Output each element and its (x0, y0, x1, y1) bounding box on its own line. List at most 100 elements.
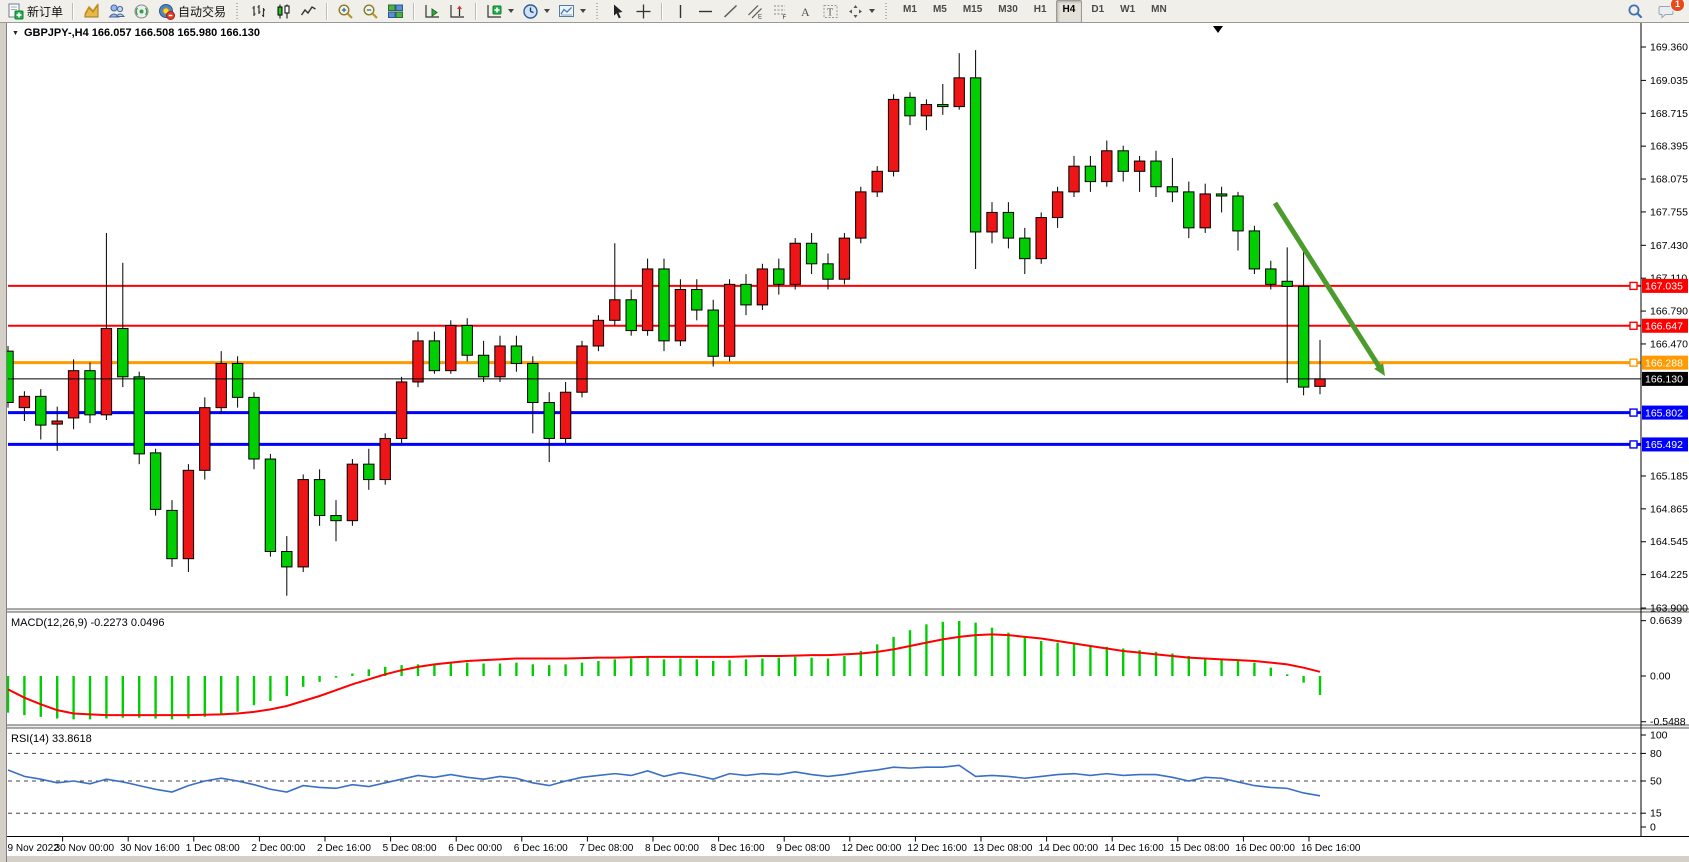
signals-button[interactable] (129, 0, 154, 22)
chart-area[interactable]: 169.360 169.035 168.715 168.395 168.075 167.7… (0, 23, 1689, 862)
svg-text:15 Dec 08:00: 15 Dec 08:00 (1170, 843, 1230, 854)
indicators-button[interactable] (482, 0, 518, 22)
svg-text:9 Dec 08:00: 9 Dec 08:00 (776, 843, 830, 854)
toolbar-grip (885, 3, 890, 19)
chart-shift-icon (450, 4, 465, 18)
svg-text:A: A (801, 5, 810, 19)
timeframe-d1[interactable]: D1 (1091, 3, 1105, 15)
timeframe-m30[interactable]: M30 (998, 3, 1018, 15)
timeframe-m5[interactable]: M5 (932, 3, 947, 15)
chart-window-icon (84, 2, 99, 17)
svg-text:168.715: 168.715 (1650, 108, 1688, 120)
level-handle[interactable] (1629, 358, 1638, 367)
timeframe-m1[interactable]: M1 (903, 3, 917, 15)
svg-text:166.647: 166.647 (1645, 321, 1683, 333)
horizontal-line-button[interactable] (693, 0, 718, 22)
svg-text:165.802: 165.802 (1645, 407, 1683, 419)
timeframe-w1[interactable]: W1 (1120, 3, 1136, 15)
svg-text:30 Nov 00:00: 30 Nov 00:00 (55, 843, 115, 854)
window-bottom-edge (0, 856, 1689, 862)
svg-text:16 Dec 00:00: 16 Dec 00:00 (1235, 843, 1295, 854)
fibonacci-button[interactable]: F (768, 0, 793, 22)
price-axis[interactable]: 169.360 169.035 168.715 168.395 168.075 167.7… (1641, 42, 1688, 615)
rsi-indicator-label: RSI(14) 33.8618 (11, 733, 92, 745)
arrows-icon (849, 4, 863, 18)
collapse-triangle-icon[interactable]: ▼ (12, 29, 19, 37)
line-chart-mode-button[interactable] (296, 0, 321, 22)
periods-clock-icon (523, 3, 538, 19)
svg-text:16 Dec 16:00: 16 Dec 16:00 (1301, 843, 1361, 854)
svg-text:0: 0 (1650, 822, 1656, 834)
level-handle[interactable] (1629, 408, 1638, 417)
periods-button[interactable] (518, 0, 554, 22)
level-handle[interactable] (1629, 281, 1638, 291)
svg-text:T: T (827, 7, 833, 18)
candles (2, 50, 1326, 596)
arrows-button[interactable] (843, 0, 879, 22)
notifications-button[interactable]: 1 (1654, 0, 1685, 22)
level-handle[interactable] (1629, 321, 1638, 330)
rsi-pane: 100 80 50 15 0 (7, 730, 1668, 834)
templates-button[interactable] (554, 0, 590, 22)
trend-arrow-head[interactable] (1374, 363, 1385, 376)
zoom-in-icon (338, 3, 353, 19)
text-label-button[interactable]: T (818, 0, 843, 22)
chart-canvas[interactable]: 169.360 169.035 168.715 168.395 168.075 167.7… (0, 23, 1689, 862)
search-button[interactable] (1623, 0, 1648, 22)
svg-text:167.755: 167.755 (1650, 206, 1688, 218)
zoom-in-button[interactable] (333, 0, 358, 22)
new-order-label: 新订单 (27, 4, 64, 19)
dropdown-arrow-icon (508, 9, 515, 13)
svg-text:167.035: 167.035 (1645, 281, 1683, 293)
dropdown-arrow-icon (544, 9, 551, 13)
auto-scroll-icon (425, 4, 440, 18)
chart-shift-button[interactable] (445, 0, 470, 22)
crosshair-button[interactable] (631, 0, 656, 22)
svg-text:165.492: 165.492 (1645, 439, 1683, 451)
cursor-button[interactable] (606, 0, 631, 22)
chart-title-text: GBPJPY-,H4 166.057 166.508 165.980 166.1… (23, 27, 261, 39)
svg-text:2 Dec 16:00: 2 Dec 16:00 (317, 843, 371, 854)
horizontal-line-icon (699, 10, 713, 12)
auto-scroll-button[interactable] (420, 0, 445, 22)
new-chart-button[interactable] (79, 0, 104, 22)
trendline-button[interactable] (718, 0, 743, 22)
svg-text:169.360: 169.360 (1650, 42, 1688, 54)
toolbar-grip (236, 3, 241, 19)
text-button[interactable]: A (793, 0, 818, 22)
trend-arrow[interactable] (1272, 201, 1383, 371)
fibonacci-icon: F (774, 5, 787, 20)
svg-text:E: E (758, 14, 762, 20)
tile-windows-icon (388, 4, 404, 18)
svg-text:164.225: 164.225 (1650, 569, 1688, 581)
vertical-line-button[interactable] (668, 0, 693, 22)
svg-text:5 Dec 08:00: 5 Dec 08:00 (383, 843, 437, 854)
signals-icon (134, 4, 149, 18)
timeframe-mn[interactable]: MN (1151, 3, 1167, 15)
auto-trading-button[interactable]: 自动交易 (154, 0, 230, 22)
timeframe-h1[interactable]: H1 (1033, 3, 1047, 15)
profiles-button[interactable] (104, 0, 129, 22)
svg-text:165.185: 165.185 (1650, 470, 1688, 482)
timeframe-h4[interactable]: H4 (1055, 0, 1083, 23)
tile-windows-button[interactable] (383, 0, 408, 22)
zoom-out-button[interactable] (358, 0, 383, 22)
channel-button[interactable]: E (743, 0, 768, 22)
level-handle[interactable] (1629, 440, 1638, 449)
new-order-button[interactable]: 新订单 (3, 0, 67, 22)
svg-text:167.430: 167.430 (1650, 240, 1688, 252)
svg-text:168.395: 168.395 (1650, 141, 1688, 153)
line-chart-icon (300, 5, 316, 15)
macd-indicator-label: MACD(12,26,9) -0.2273 0.0496 (11, 617, 165, 629)
candlestick-mode-button[interactable] (271, 0, 296, 22)
svg-text:29 Nov 2022: 29 Nov 2022 (2, 843, 59, 854)
timeframe-m15[interactable]: M15 (962, 3, 983, 15)
crosshair-icon (636, 4, 651, 18)
toolbar: 新订单 (0, 0, 1689, 23)
chart-shift-marker[interactable] (1213, 26, 1223, 33)
bar-chart-mode-button[interactable] (246, 0, 271, 22)
trendline-icon (724, 4, 738, 18)
separator (475, 2, 478, 20)
